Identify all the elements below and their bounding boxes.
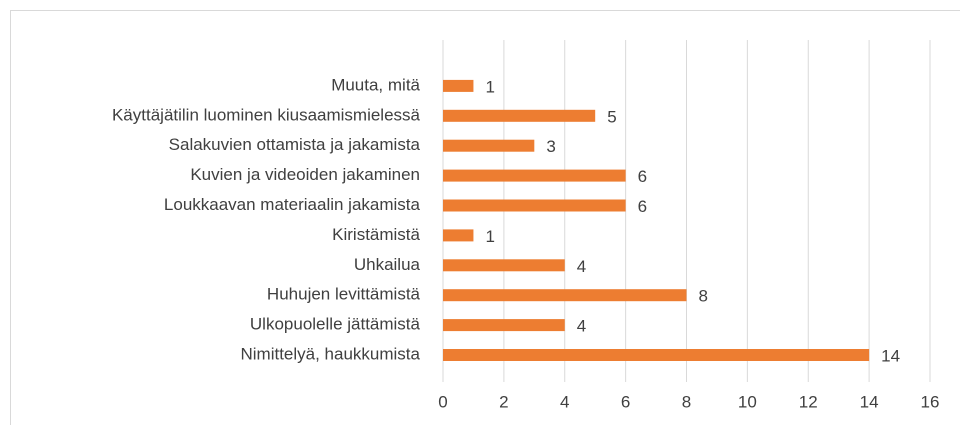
data-label: 6 [638, 197, 647, 216]
bar [443, 319, 565, 332]
data-label: 8 [699, 287, 708, 306]
bar [443, 169, 626, 182]
y-tick-label: Huhujen levittämistä [267, 285, 421, 304]
y-tick-label: Uhkailua [354, 255, 421, 274]
x-tick-label: 8 [682, 392, 691, 411]
x-tick-label: 10 [738, 392, 757, 411]
data-label: 4 [577, 257, 586, 276]
data-label: 1 [485, 227, 494, 246]
x-tick-label: 16 [921, 392, 940, 411]
data-label: 4 [577, 317, 586, 336]
x-tick-label: 14 [860, 392, 879, 411]
data-label: 5 [607, 107, 616, 126]
bar [443, 349, 870, 361]
x-tick-label: 4 [560, 392, 569, 411]
y-tick-label: Ulkopuolelle jättämistä [250, 315, 421, 334]
y-tick-label: Käyttäjätilin luominen kiusaamismielessä [112, 105, 421, 124]
y-tick-label: Muuta, mitä [331, 75, 420, 94]
data-label: 14 [881, 346, 900, 365]
bar [443, 109, 596, 122]
x-tick-label: 0 [438, 392, 447, 411]
bar [443, 229, 474, 242]
y-tick-label: Kiristämistä [332, 225, 420, 244]
x-tick-label: 2 [499, 392, 508, 411]
data-label: 3 [546, 137, 555, 156]
data-label: 1 [485, 77, 494, 96]
y-tick-label: Salakuvien ottamista ja jakamista [169, 135, 421, 154]
y-tick-label: Kuvien ja videoiden jakaminen [190, 165, 420, 184]
bar [443, 79, 474, 92]
data-label: 6 [638, 167, 647, 186]
x-tick-label: 6 [621, 392, 630, 411]
bar [443, 139, 535, 152]
bar [443, 289, 687, 302]
y-tick-label: Nimittelyä, haukkumista [240, 344, 420, 363]
x-tick-label: 12 [799, 392, 818, 411]
y-tick-label: Loukkaavan materiaalin jakamista [164, 195, 421, 214]
bar [443, 259, 565, 272]
chart-frame [10, 10, 960, 425]
bar [443, 199, 626, 212]
